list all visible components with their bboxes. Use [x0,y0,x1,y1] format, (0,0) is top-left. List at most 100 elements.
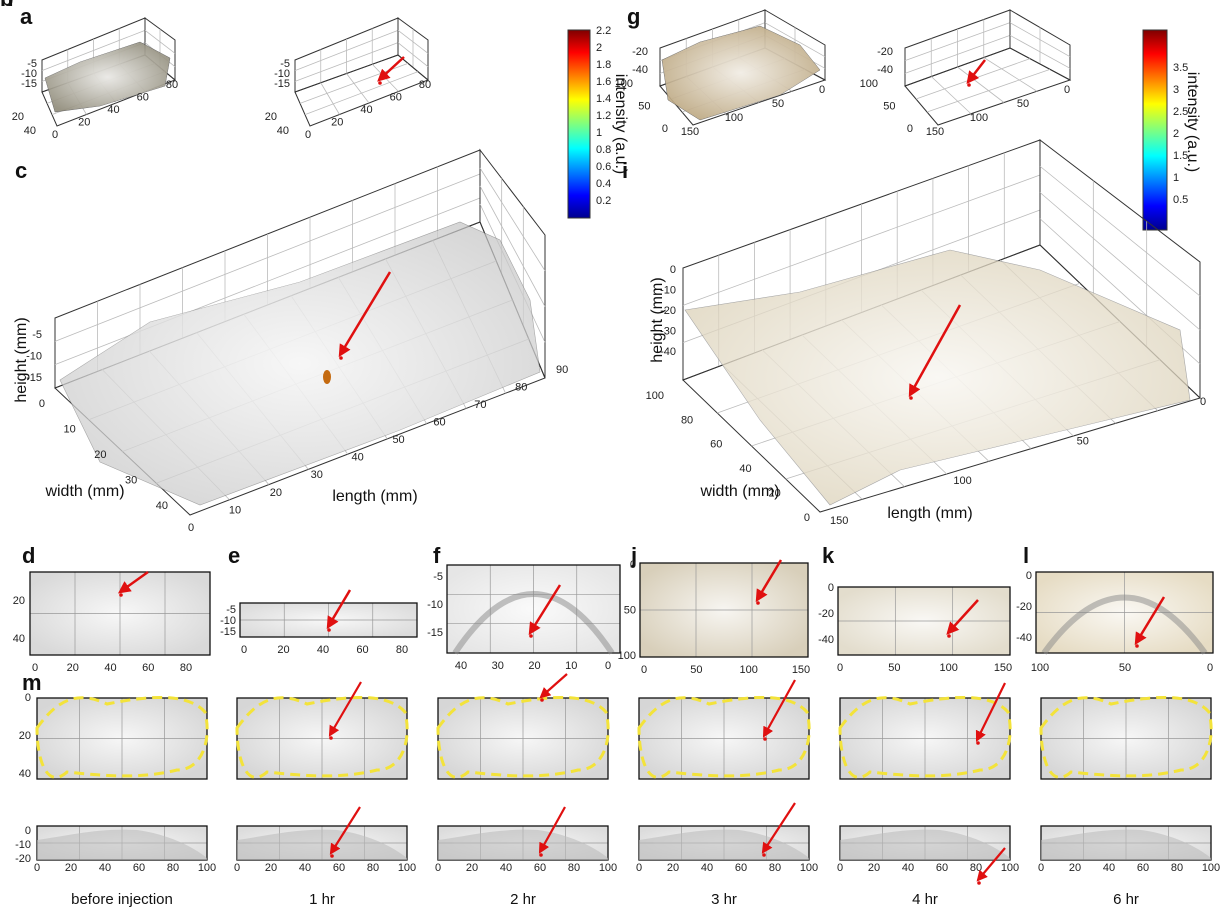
tick-label: -20 [660,305,676,317]
tick-label: 40 [104,662,116,674]
tick-label: 20 [19,730,31,742]
tick-label: 80 [681,414,693,426]
red-arrow [328,681,362,737]
grid-line [479,167,546,271]
tick-label: 0 [828,582,834,594]
tumor-outline [436,695,610,779]
tick-label: 0 [52,129,58,141]
signal-spot [539,853,543,857]
tumor-outline [637,695,811,779]
tick-label: 20 [277,644,289,656]
grid-line [764,22,826,58]
tick-label: 100 [739,664,757,676]
tick-label: 100 [725,112,743,124]
tick-label: 40 [352,452,364,464]
signal-spot [329,736,333,740]
tick-label: 30 [311,469,323,481]
tick-label: 100 [1031,662,1049,674]
grid-line [1009,22,1071,58]
tick-label: 100 [939,662,957,674]
tick-label: 20 [265,111,277,123]
tick-label: 0 [188,522,194,534]
tick-label: -10 [21,68,37,80]
caption: 2 hr [510,891,536,908]
red-arrow [761,802,796,854]
red-arrow [538,806,566,854]
tick-label: 20 [868,862,880,874]
tick-label: 1.4 [596,93,611,105]
tick-label: 0 [25,825,31,837]
tumor-outline [1039,695,1213,779]
tick-label: 50 [1119,662,1131,674]
tick-label: 0.8 [596,144,611,156]
panel-label: l [1023,543,1029,568]
tick-label: -10 [274,68,290,80]
grid-line [682,174,1041,306]
signal-spot [339,356,343,360]
grid-line [1039,192,1201,331]
signal-spot [977,881,981,885]
tick-label: -40 [632,64,648,76]
tick-label: 80 [769,862,781,874]
tick-label: 100 [860,78,878,90]
signal-spot [947,634,951,638]
tick-label: 100 [618,650,636,662]
tick-label: -10 [427,599,443,611]
panel-label: f [433,543,441,568]
signal-spot [327,628,331,632]
tick-label: 40 [13,633,25,645]
tick-label: 150 [792,664,810,676]
red-arrow [908,304,962,398]
tick-label: -10 [26,350,42,362]
tick-label: 20 [94,449,106,461]
caption: before injection [71,891,173,908]
tick-label: 40 [360,104,372,116]
axis-title: height (mm) [649,277,666,362]
tick-label: -20 [632,46,648,58]
tick-label: 20 [331,116,343,128]
frame [639,562,809,658]
tick-label: 80 [396,644,408,656]
signal-spot [967,83,971,87]
grid-line [904,22,1011,62]
red-arrow [762,679,796,738]
tick-label: 1.2 [596,110,611,122]
tick-label: 3.5 [1173,62,1188,74]
grid-line [957,66,1005,103]
colorbar [567,29,591,219]
tick-label: -40 [1016,632,1032,644]
red-arrow [975,682,1006,742]
tick-label: 10 [64,423,76,435]
tick-label: 20 [1069,862,1081,874]
tick-label: -15 [274,78,290,90]
tick-label: 1 [596,127,602,139]
tick-label: 150 [994,662,1012,674]
tick-label: 80 [970,862,982,874]
tick-label: 0 [662,123,668,135]
tick-label: 0 [39,398,45,410]
grid-line [1039,165,1201,297]
signal-spot [540,698,544,702]
signal-spot [1135,644,1139,648]
tick-label: 20 [528,660,540,672]
tick-label: -40 [660,346,676,358]
tick-label: 150 [681,126,699,138]
tick-label: 60 [142,662,154,674]
grid-line [1009,34,1071,69]
tick-label: 2 [596,42,602,54]
tick-label: 2 [1173,128,1179,140]
tick-label: -20 [1016,601,1032,613]
axis-title: length (mm) [332,488,417,505]
surface-profile [1041,829,1211,860]
tick-label: 100 [599,862,617,874]
panel-label: h [0,0,13,11]
tick-label: 100 [1202,862,1220,874]
red-arrow [326,589,352,630]
grid-line [294,42,399,82]
surface-profile [237,829,407,860]
tick-label: 50 [1077,436,1089,448]
tick-label: 0 [1026,570,1032,582]
tick-label: 80 [166,79,178,91]
tumor-outline [35,695,209,779]
tick-label: 60 [137,91,149,103]
